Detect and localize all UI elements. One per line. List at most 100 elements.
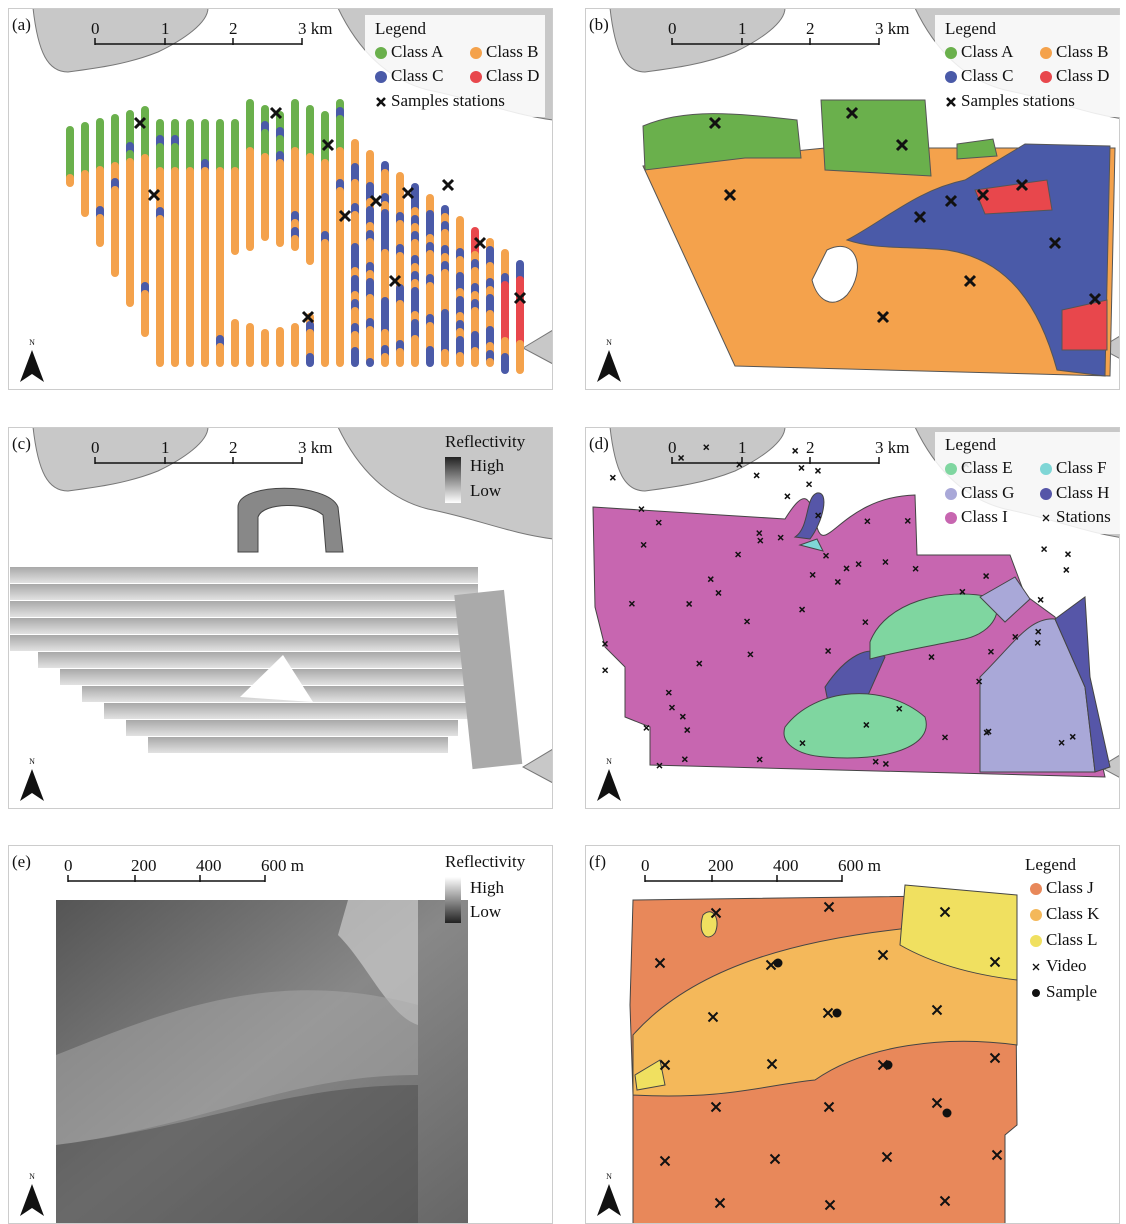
scale-label: 1	[161, 438, 170, 457]
swath	[10, 584, 478, 600]
panel-label: (b)	[589, 15, 609, 34]
legend-label: Class L	[1046, 930, 1097, 949]
legend-ramp	[445, 877, 461, 923]
swath	[126, 720, 458, 736]
scale-label: 200	[131, 856, 157, 875]
scale-label: 400	[773, 856, 799, 875]
scale-label: 600 m	[838, 856, 881, 875]
swath	[10, 635, 478, 651]
legend-title: Legend	[945, 19, 996, 38]
legend-swatch	[375, 71, 387, 83]
scale-label: 600 m	[261, 856, 304, 875]
panel-label: (e)	[12, 852, 31, 871]
legend-label: Samples stations	[391, 91, 505, 110]
north-label: N	[606, 757, 612, 766]
scale-label: 0	[91, 19, 100, 38]
legend-label: Class C	[961, 66, 1013, 85]
scale-label: 200	[708, 856, 734, 875]
scale-label: 1	[161, 19, 170, 38]
sample-marker	[774, 959, 783, 968]
scale-label: 2	[229, 438, 238, 457]
panel-label: (c)	[12, 434, 31, 453]
legend-label: Class E	[961, 458, 1012, 477]
legend-label: Class D	[1056, 66, 1109, 85]
legend-label: Class I	[961, 507, 1008, 526]
scale-label: 1	[738, 438, 747, 457]
legend-swatch	[945, 488, 957, 500]
panel-label: (d)	[589, 434, 609, 453]
class-a-area	[821, 100, 931, 176]
map-panel: (e) 0 200 400 600 m N Reflectivity High Low	[8, 845, 553, 1224]
sample-marker	[943, 1109, 952, 1118]
north-label: N	[29, 338, 35, 347]
scale-label: 3 km	[298, 19, 332, 38]
legend-swatch	[1040, 463, 1052, 475]
panel-label: (f)	[589, 852, 606, 871]
scale-label: 2	[806, 19, 815, 38]
legend-label: Class A	[391, 42, 444, 61]
north-label: N	[606, 1172, 612, 1181]
legend-swatch	[1030, 883, 1042, 895]
legend-label: Low	[470, 902, 502, 921]
legend-title: Legend	[375, 19, 426, 38]
legend-label: Low	[470, 481, 502, 500]
map-panel: (f)0200400600 mNLegendClass JClass KClas…	[585, 845, 1120, 1224]
scale-label: 1	[738, 19, 747, 38]
scale-label: 0	[668, 19, 677, 38]
sample-marker	[884, 1061, 893, 1070]
legend-swatch	[945, 512, 957, 524]
legend-label: High	[470, 878, 505, 897]
swath	[10, 618, 478, 634]
legend-ramp	[445, 457, 461, 503]
legend-label: Stations	[1056, 507, 1111, 526]
swath	[104, 703, 468, 719]
map-panel: (d) 0 1 2 3 km N Legend Class E Class F Class G Cl…	[585, 427, 1120, 809]
legend-title: Legend	[945, 435, 996, 454]
legend-label: Class K	[1046, 904, 1100, 923]
legend-swatch	[470, 71, 482, 83]
legend-swatch	[375, 47, 387, 59]
map-panel: (a) 0 1 2 3 km N Legend Class A Class B Class C Cl…	[8, 8, 553, 390]
legend-label: Class G	[961, 483, 1014, 502]
legend-label: High	[470, 456, 505, 475]
scale-label: 0	[91, 438, 100, 457]
swath	[38, 652, 478, 668]
legend-label: Class D	[486, 66, 539, 85]
sample-marker	[833, 1009, 842, 1018]
map-panel: (c)0123 kmNReflectivityHighLow	[8, 427, 553, 809]
scale-label: 0	[641, 856, 650, 875]
north-label: N	[29, 1172, 35, 1181]
swath	[148, 737, 448, 753]
legend-swatch	[1040, 47, 1052, 59]
legend-title: Legend	[1025, 855, 1076, 874]
legend-swatch	[1040, 71, 1052, 83]
swath	[10, 601, 478, 617]
legend-label: Class B	[1056, 42, 1108, 61]
scale-label: 3 km	[875, 438, 909, 457]
scale-label: 400	[196, 856, 222, 875]
legend-label: Class C	[391, 66, 443, 85]
legend-label: Class B	[486, 42, 538, 61]
legend-swatch	[470, 47, 482, 59]
legend-label: Class F	[1056, 458, 1107, 477]
legend-swatch	[945, 47, 957, 59]
scale-label: 2	[806, 438, 815, 457]
legend-label: Samples stations	[961, 91, 1075, 110]
legend-title: Reflectivity	[445, 432, 526, 451]
scale-label: 2	[229, 19, 238, 38]
legend-label: Video	[1046, 956, 1087, 975]
legend-label: Class H	[1056, 483, 1109, 502]
scale-label: 0	[668, 438, 677, 457]
legend-label: Class A	[961, 42, 1014, 61]
legend-swatch	[1030, 935, 1042, 947]
figure: (a) 0 1 2 3 km N Legend Class A Class B Class C Cl…	[0, 0, 1126, 1224]
scale-label: 0	[64, 856, 73, 875]
legend-swatch	[1040, 488, 1052, 500]
legend-label: Sample	[1046, 982, 1097, 1001]
legend-swatch	[945, 71, 957, 83]
legend-title: Reflectivity	[445, 852, 526, 871]
scale-label: 3 km	[875, 19, 909, 38]
swath	[10, 567, 478, 583]
legend-swatch	[1030, 909, 1042, 921]
panel-label: (a)	[12, 15, 31, 34]
